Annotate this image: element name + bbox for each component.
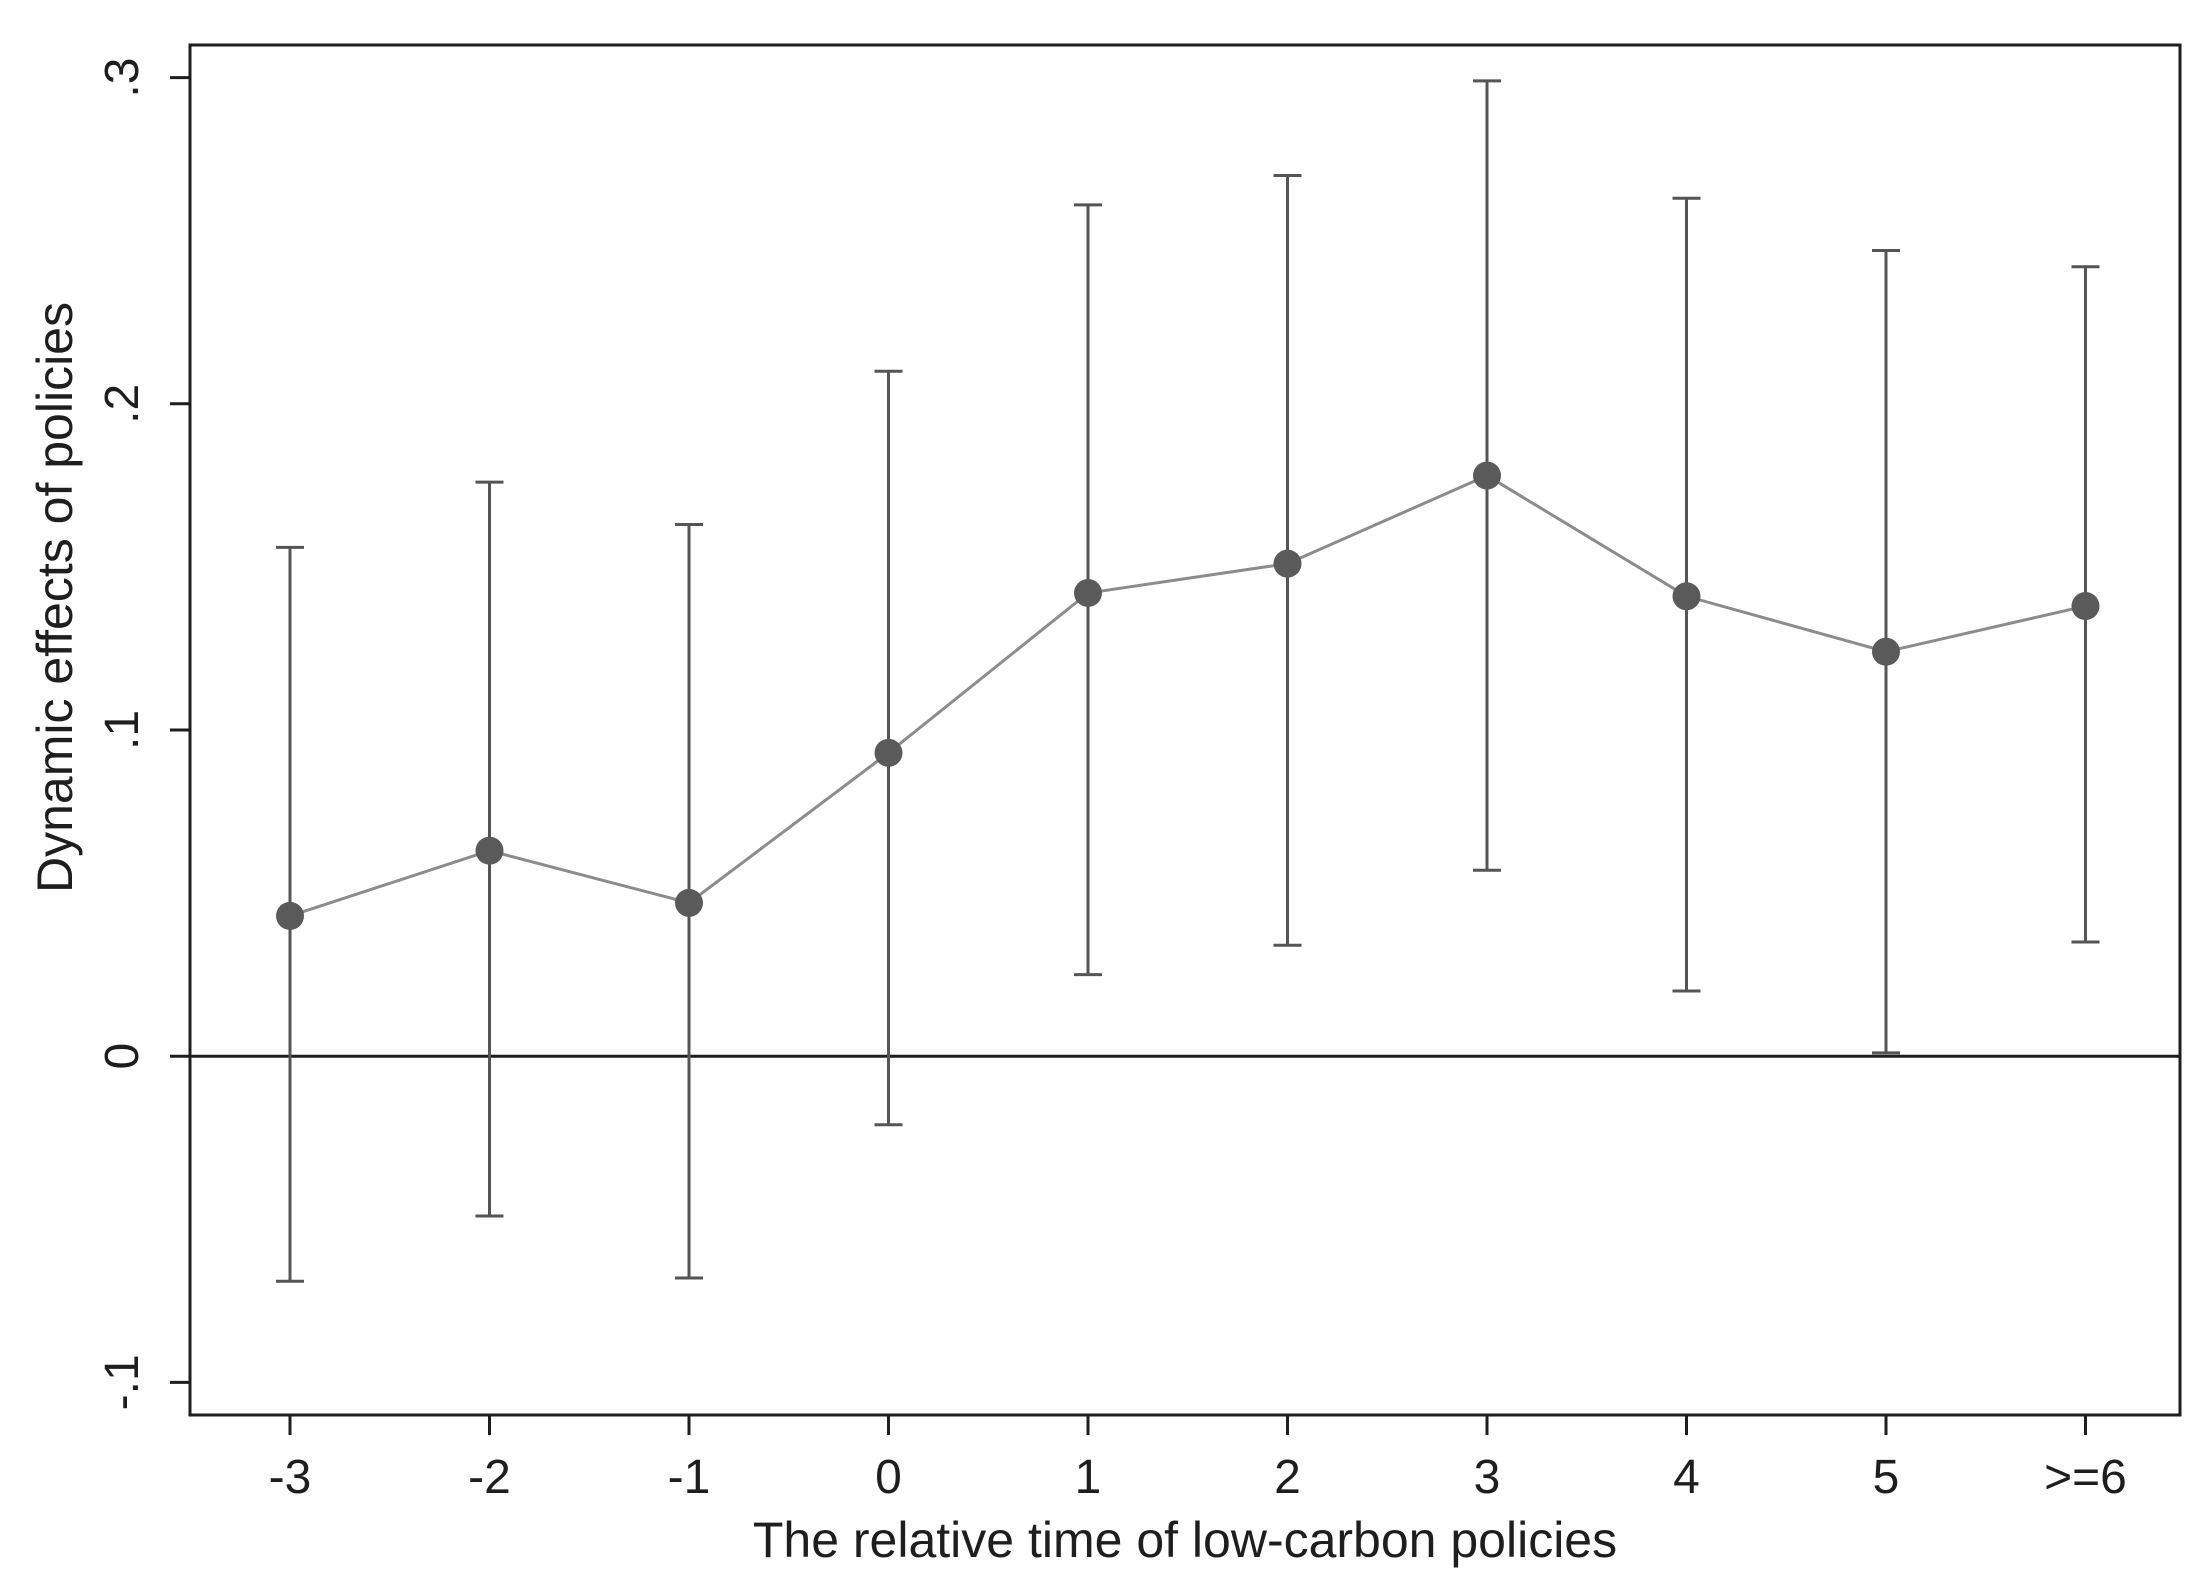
y-tick-label: .1 bbox=[96, 710, 149, 750]
x-tick-label: -2 bbox=[468, 1451, 511, 1504]
y-tick-label: -.1 bbox=[96, 1354, 149, 1410]
data-point bbox=[1872, 637, 1900, 666]
x-tick-label: -3 bbox=[269, 1451, 312, 1504]
data-point bbox=[1273, 549, 1302, 578]
series-line bbox=[289, 473, 2086, 918]
x-axis-title: The relative time of low-carbon policies bbox=[753, 1512, 1617, 1568]
data-point bbox=[1074, 579, 1102, 607]
y-axis-title: Dynamic effects of policies bbox=[27, 302, 83, 893]
x-tick-label: >=6 bbox=[2044, 1451, 2127, 1504]
data-point bbox=[1672, 582, 1701, 611]
x-tick-label: 0 bbox=[875, 1451, 902, 1504]
data-point bbox=[675, 888, 703, 917]
data-points bbox=[276, 461, 2100, 930]
y-tick-label: 0 bbox=[96, 1043, 149, 1070]
x-tick-label: 3 bbox=[1474, 1451, 1501, 1504]
data-point bbox=[475, 836, 504, 865]
x-tick-label: 4 bbox=[1673, 1451, 1700, 1504]
x-tick-label: 1 bbox=[1075, 1451, 1102, 1504]
y-tick-label: .3 bbox=[96, 58, 149, 98]
data-point bbox=[276, 901, 304, 930]
x-tick-label: 2 bbox=[1274, 1451, 1301, 1504]
x-axis: -3 -2 -1 0 1 2 3 4 5 >=6 bbox=[269, 1415, 2127, 1504]
y-axis: -.1 0 .1 .2 .3 bbox=[96, 58, 190, 1410]
x-tick-label: -1 bbox=[668, 1451, 711, 1504]
data-point bbox=[2071, 592, 2100, 621]
y-tick-label: .2 bbox=[96, 384, 149, 424]
data-point bbox=[874, 738, 903, 767]
x-tick-label: 5 bbox=[1873, 1451, 1900, 1504]
data-point bbox=[1473, 461, 1501, 490]
error-bars bbox=[276, 79, 2100, 1283]
